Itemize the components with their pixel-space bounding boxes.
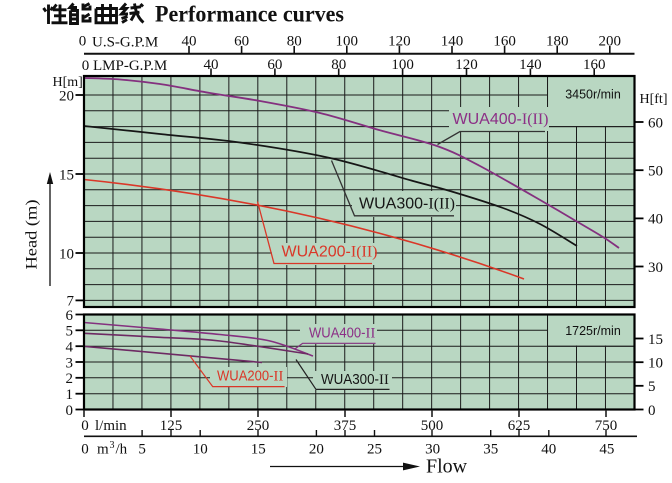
svg-text:WUA200-II: WUA200-II <box>217 369 283 385</box>
svg-text:5: 5 <box>66 324 74 340</box>
svg-text:40: 40 <box>541 442 556 458</box>
svg-text:125: 125 <box>160 418 183 434</box>
svg-text:625: 625 <box>508 418 531 434</box>
svg-text:5: 5 <box>648 379 656 395</box>
svg-text:40: 40 <box>182 34 197 50</box>
svg-text:LMP-G.P.M: LMP-G.P.M <box>93 58 167 74</box>
svg-text:45: 45 <box>599 442 614 458</box>
svg-text:80: 80 <box>287 34 302 50</box>
svg-text:20: 20 <box>309 442 324 458</box>
svg-text:60: 60 <box>648 115 663 131</box>
svg-text:60: 60 <box>267 57 282 73</box>
svg-text:7: 7 <box>67 294 75 310</box>
svg-text:3450r/min: 3450r/min <box>565 88 621 102</box>
svg-text:/h: /h <box>116 442 128 458</box>
svg-text:120: 120 <box>388 34 411 50</box>
svg-text:250: 250 <box>247 418 270 434</box>
svg-text:60: 60 <box>234 34 249 50</box>
svg-text:15: 15 <box>59 167 74 183</box>
svg-text:10: 10 <box>648 356 663 372</box>
svg-text:WUA400-I(II): WUA400-I(II) <box>453 111 549 128</box>
svg-text:0: 0 <box>648 403 656 419</box>
svg-text:20: 20 <box>59 88 74 104</box>
svg-text:l/min: l/min <box>95 418 127 434</box>
svg-text:m: m <box>97 442 109 458</box>
svg-text:Flow: Flow <box>426 456 468 478</box>
svg-text:160: 160 <box>583 57 606 73</box>
svg-text:4: 4 <box>66 340 74 356</box>
svg-text:750: 750 <box>595 418 618 434</box>
svg-text:50: 50 <box>648 164 663 180</box>
svg-text:0: 0 <box>81 442 89 458</box>
svg-text:WUA300-II: WUA300-II <box>321 372 389 388</box>
svg-text:25: 25 <box>367 442 382 458</box>
svg-text:15: 15 <box>648 332 663 348</box>
svg-text:180: 180 <box>546 34 569 50</box>
svg-text:0: 0 <box>66 403 74 419</box>
svg-text:2: 2 <box>66 371 74 387</box>
svg-text:0: 0 <box>82 58 90 74</box>
svg-text:10: 10 <box>59 246 74 262</box>
svg-text:100: 100 <box>336 34 359 50</box>
svg-text:160: 160 <box>493 34 516 50</box>
svg-text:U.S-G.P.M: U.S-G.P.M <box>92 35 158 51</box>
svg-text:Performance curves: Performance curves <box>155 2 344 27</box>
svg-text:0: 0 <box>79 34 87 50</box>
svg-text:30: 30 <box>648 260 663 276</box>
svg-text:WUA400-II: WUA400-II <box>309 326 375 342</box>
svg-text:40: 40 <box>648 212 663 228</box>
svg-text:1725r/min: 1725r/min <box>565 324 621 338</box>
svg-text:30: 30 <box>425 442 440 458</box>
svg-text:375: 375 <box>334 418 357 434</box>
svg-text:Head (m): Head (m) <box>24 200 41 270</box>
svg-text:10: 10 <box>193 442 208 458</box>
svg-text:3: 3 <box>110 440 115 451</box>
svg-text:500: 500 <box>421 418 444 434</box>
svg-text:3: 3 <box>66 355 74 371</box>
svg-text:100: 100 <box>391 57 414 73</box>
svg-text:H[m]: H[m] <box>53 75 83 90</box>
svg-text:0: 0 <box>81 418 89 434</box>
svg-text:140: 140 <box>519 57 542 73</box>
svg-text:1: 1 <box>66 387 74 403</box>
svg-text:35: 35 <box>483 442 498 458</box>
svg-text:40: 40 <box>204 57 219 73</box>
svg-text:H[ft]: H[ft] <box>640 92 668 107</box>
svg-text:WUA200-I(II): WUA200-I(II) <box>282 244 378 261</box>
svg-text:WUA300-I(II): WUA300-I(II) <box>359 196 455 213</box>
svg-text:120: 120 <box>455 57 478 73</box>
svg-text:80: 80 <box>331 57 346 73</box>
svg-text:200: 200 <box>599 34 622 50</box>
svg-text:5: 5 <box>138 442 146 458</box>
svg-text:140: 140 <box>441 34 464 50</box>
svg-text:6: 6 <box>66 308 74 324</box>
svg-text:15: 15 <box>251 442 266 458</box>
